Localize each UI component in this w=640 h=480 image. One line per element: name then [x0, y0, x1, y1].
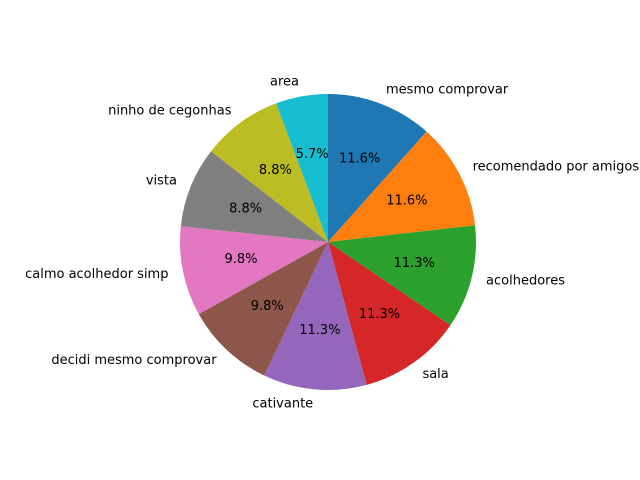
slice-percent-label: 9.8%: [224, 252, 257, 267]
slice-percent-label: 11.3%: [394, 256, 435, 271]
slice-category-label: calmo acolhedor simp: [25, 267, 168, 282]
slice-category-label: sala: [422, 367, 448, 382]
pie-slice: [180, 151, 328, 242]
slice-category-label: ninho de cegonhas: [108, 103, 232, 118]
pie-slice: [328, 94, 427, 242]
slice-percent-label: 11.6%: [386, 194, 427, 209]
slice-category-label: recomendado por amigos: [473, 160, 640, 175]
pie-slice: [328, 131, 476, 242]
slice-percent-label: 11.3%: [359, 307, 400, 322]
pie-slice: [264, 242, 367, 391]
slice-category-label: vista: [146, 174, 177, 189]
slice-percent-label: 5.7%: [296, 147, 329, 162]
percent-labels: 11.6% 11.6% 11.3% 11.3% 11.3% 9.8% 9.8% 8.8% 8.8…: [224, 147, 434, 338]
slice-category-label: area: [270, 74, 299, 89]
slice-percent-label: 8.8%: [259, 163, 292, 178]
slice-percent-label: 11.6%: [339, 152, 380, 167]
slice-percent-label: 11.3%: [299, 323, 340, 338]
pie-slice: [328, 242, 451, 385]
pie-slice: [276, 94, 328, 242]
pie-slice: [211, 103, 328, 242]
category-labels: mesmo comprovar recomendado por amigos aco…: [25, 74, 639, 411]
pie-slice: [180, 226, 328, 315]
pie-slice: [328, 225, 476, 326]
slice-percent-label: 8.8%: [229, 201, 262, 216]
slice-category-label: cativante: [252, 397, 313, 412]
slice-category-label: acolhedores: [486, 273, 565, 288]
slice-category-label: decidi mesmo comprovar: [51, 353, 217, 368]
pie-slices: [180, 94, 476, 391]
slice-category-label: mesmo comprovar: [386, 82, 509, 97]
pie-slice: [198, 242, 328, 376]
slice-percent-label: 9.8%: [251, 299, 284, 314]
